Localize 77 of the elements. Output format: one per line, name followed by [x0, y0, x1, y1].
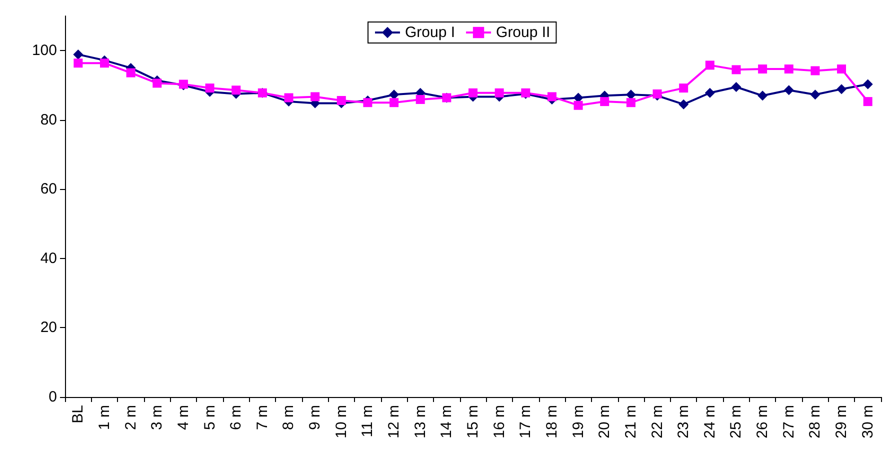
x-tick-label: 14 m [438, 405, 456, 438]
x-tick-label: 25 m [728, 405, 745, 438]
y-tick-label: 40 [40, 250, 57, 267]
x-tick-label: 28 m [806, 405, 824, 438]
x-tick-label: 8 m [280, 405, 298, 430]
x-tick-label: 19 m [570, 405, 587, 438]
point [678, 99, 689, 110]
legend-label: Group II [496, 24, 550, 41]
x-tick-label: 2 m [122, 405, 140, 430]
point [363, 98, 372, 108]
x-tick-label: 9 m [306, 405, 324, 430]
x-tick-label: 16 m [490, 405, 508, 438]
y-tick-label: 80 [40, 111, 57, 128]
x-tick-label: 4 m [174, 405, 192, 430]
point [836, 84, 847, 94]
point [547, 92, 556, 102]
point [126, 68, 136, 78]
point [810, 90, 820, 100]
point [758, 90, 768, 101]
x-tick-label: 21 m [622, 405, 640, 438]
point [679, 84, 688, 93]
point [416, 94, 425, 104]
point [784, 85, 794, 96]
point [73, 49, 84, 60]
point [389, 90, 400, 100]
point [152, 78, 162, 88]
x-tick-label: 29 m [833, 405, 850, 438]
point [837, 64, 846, 74]
point [468, 88, 478, 98]
point [863, 97, 872, 106]
x-tick-label: 20 m [596, 405, 614, 438]
point [704, 88, 715, 98]
x-tick-label: 7 m [254, 405, 271, 430]
point [862, 79, 873, 90]
x-tick-label: 13 m [412, 405, 429, 438]
x-tick-label: BL [70, 405, 87, 424]
point [600, 97, 610, 106]
x-tick-label: 3 m [148, 405, 166, 430]
point [494, 88, 504, 98]
x-tick-label: 5 m [201, 405, 218, 430]
x-tick-label: 23 m [675, 405, 692, 438]
point [758, 64, 768, 74]
x-tick-label: 1 m [96, 405, 113, 430]
x-tick-label: 12 m [386, 405, 403, 438]
point [336, 96, 346, 106]
point [284, 93, 294, 102]
x-tick-label: 26 m [754, 405, 772, 438]
x-tick-label: 18 m [543, 405, 560, 438]
x-tick-label: 30 m [859, 405, 876, 438]
legend-label: Group I [405, 24, 456, 41]
x-tick-label: 22 m [648, 405, 666, 438]
x-tick-label: 27 m [780, 405, 798, 438]
x-tick-label: 17 m [517, 405, 534, 438]
point [390, 98, 399, 108]
y-tick-label: 0 [48, 388, 57, 406]
point [74, 58, 83, 68]
point [732, 65, 741, 74]
point [232, 86, 241, 95]
point [705, 60, 714, 70]
point [100, 58, 109, 68]
x-tick-label: 10 m [332, 405, 350, 438]
y-tick-label: 60 [40, 180, 57, 198]
y-tick-label: 100 [32, 42, 57, 60]
y-tick-label: 20 [40, 319, 57, 336]
point [810, 66, 820, 76]
x-tick-label: 15 m [464, 405, 482, 438]
point [310, 92, 320, 102]
point [205, 84, 214, 93]
point [626, 90, 636, 100]
point [626, 98, 636, 108]
x-tick-label: 11 m [359, 405, 376, 438]
point [574, 100, 583, 110]
point [784, 64, 794, 74]
point [652, 89, 662, 98]
point [731, 82, 742, 92]
x-tick-label: 24 m [701, 405, 718, 438]
x-tick-label: 6 m [228, 405, 245, 430]
